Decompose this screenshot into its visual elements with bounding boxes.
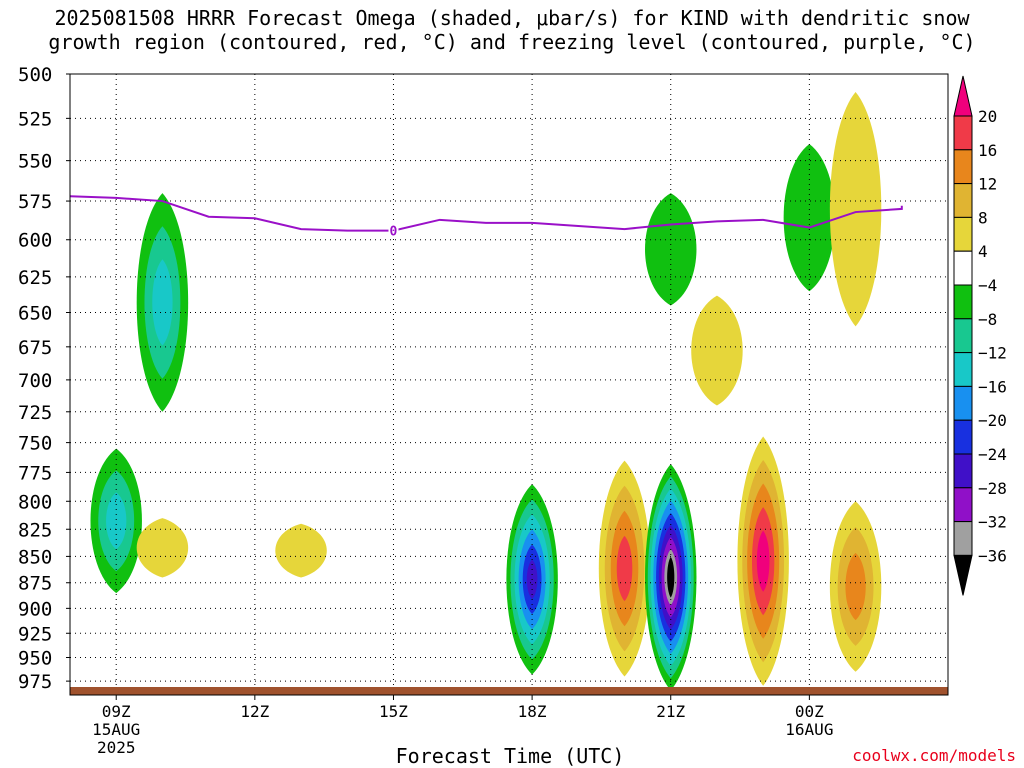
- omega-band: [845, 552, 866, 621]
- colorbar-segment: [953, 352, 973, 387]
- colorbar-label: 20: [978, 107, 997, 126]
- omega-feature: [829, 92, 882, 327]
- y-tick-label: 850: [18, 546, 52, 568]
- x-tick-label: 18Z: [518, 702, 547, 721]
- y-tick-label: 600: [18, 230, 52, 252]
- plot-frame: [69, 73, 949, 696]
- omega-band: [275, 523, 327, 578]
- omega-shading-layer: [90, 92, 882, 691]
- colorbar-label: −36: [978, 546, 1007, 565]
- omega-feature: [829, 501, 882, 672]
- omega-feature: [783, 143, 836, 292]
- colorbar-label: 4: [978, 242, 988, 261]
- y-tick-label: 725: [18, 402, 52, 424]
- contour-label-bg: [388, 222, 399, 239]
- colorbar-label: −4: [978, 276, 997, 295]
- omega-band: [136, 518, 189, 578]
- omega-feature: [737, 436, 789, 686]
- colorbar-segment: [953, 284, 973, 320]
- colorbar-label: −16: [978, 377, 1007, 396]
- y-tick-label: 900: [18, 598, 52, 620]
- omega-band: [829, 92, 882, 327]
- omega-band: [152, 259, 173, 346]
- pressure-axis: 500 525 550 575 600 625 650 675 700 725 750 775 800 8…: [18, 64, 70, 693]
- y-tick-label: 650: [18, 303, 52, 325]
- chart-title: 2025081508 HRRR Forecast Omega (shaded, …: [48, 6, 976, 54]
- colorbar-segment: [953, 487, 973, 523]
- omega-band: [783, 143, 836, 292]
- x-tick-sublabel: 16AUG: [785, 720, 833, 739]
- colorbar-segment: [953, 216, 973, 252]
- colorbar-segment: [953, 453, 973, 489]
- omega-feature: [275, 523, 327, 578]
- x-tick-label: 21Z: [656, 702, 685, 721]
- y-tick-label: 950: [18, 648, 52, 670]
- colorbar-segment: [953, 115, 973, 151]
- x-tick-label: 09Z: [102, 702, 131, 721]
- x-axis-label: Forecast Time (UTC): [395, 744, 625, 768]
- freezing-level-line: [69, 195, 903, 232]
- x-tick-label: 00Z: [795, 702, 824, 721]
- y-tick-label: 825: [18, 519, 52, 541]
- y-tick-label: 700: [18, 370, 52, 392]
- omega-feature: [90, 448, 142, 594]
- colorbar-bottom-arrow: [953, 554, 973, 596]
- colorbar-segment: [953, 183, 973, 218]
- freezing-level-label: 0: [390, 225, 398, 240]
- y-tick-label: 925: [18, 623, 52, 645]
- colorbar: 20 16 12 8 4 −4 −8 −12 −16 −20 −24 −28 −32 −36: [953, 75, 1007, 596]
- omega-feature: [691, 295, 743, 406]
- colorbar-label: −8: [978, 310, 997, 329]
- colorbar-label: −32: [978, 513, 1007, 532]
- y-tick-label: 500: [18, 64, 52, 86]
- omega-feature: [136, 518, 189, 578]
- y-tick-label: 750: [18, 433, 52, 455]
- colorbar-label: −12: [978, 344, 1007, 363]
- ground-bar: [70, 687, 948, 695]
- colorbar-label: −28: [978, 479, 1007, 498]
- colorbar-segment: [953, 318, 973, 354]
- colorbar-segment: [953, 419, 973, 455]
- omega-band: [691, 295, 743, 406]
- x-tick-label: 15Z: [379, 702, 408, 721]
- credit-text: coolwx.com/models: [852, 746, 1016, 765]
- omega-band: [756, 530, 770, 592]
- colorbar-segment: [953, 521, 973, 556]
- freezing-level-contour: 0: [69, 195, 903, 240]
- omega-feature: [136, 193, 189, 412]
- colorbar-label: 12: [978, 175, 997, 194]
- x-tick-sublabel: 15AUG: [92, 720, 140, 739]
- colorbar-label: 8: [978, 208, 988, 227]
- y-tick-label: 675: [18, 337, 52, 359]
- y-tick-label: 625: [18, 267, 52, 289]
- y-tick-label: 525: [18, 108, 52, 130]
- y-tick-label: 575: [18, 191, 52, 213]
- colorbar-label: 16: [978, 141, 997, 160]
- omega-band: [667, 556, 675, 598]
- y-tick-label: 800: [18, 491, 52, 513]
- grid-lines: [70, 73, 948, 695]
- colorbar-segment: [953, 250, 973, 286]
- x-tick-label: 12Z: [240, 702, 269, 721]
- y-tick-label: 550: [18, 151, 52, 173]
- colorbar-label: −20: [978, 411, 1007, 430]
- x-tick-sublabel: 2025: [97, 738, 136, 757]
- omega-feature: [645, 464, 697, 691]
- colorbar-segment: [953, 149, 973, 185]
- colorbar-segment: [953, 385, 973, 421]
- colorbar-top-arrow: [953, 75, 973, 117]
- y-tick-label: 775: [18, 462, 52, 484]
- y-tick-label: 975: [18, 671, 52, 693]
- colorbar-label: −24: [978, 445, 1007, 464]
- omega-band: [616, 535, 633, 602]
- y-tick-label: 875: [18, 573, 52, 595]
- omega-feature: [598, 460, 651, 677]
- omega-band: [106, 492, 127, 550]
